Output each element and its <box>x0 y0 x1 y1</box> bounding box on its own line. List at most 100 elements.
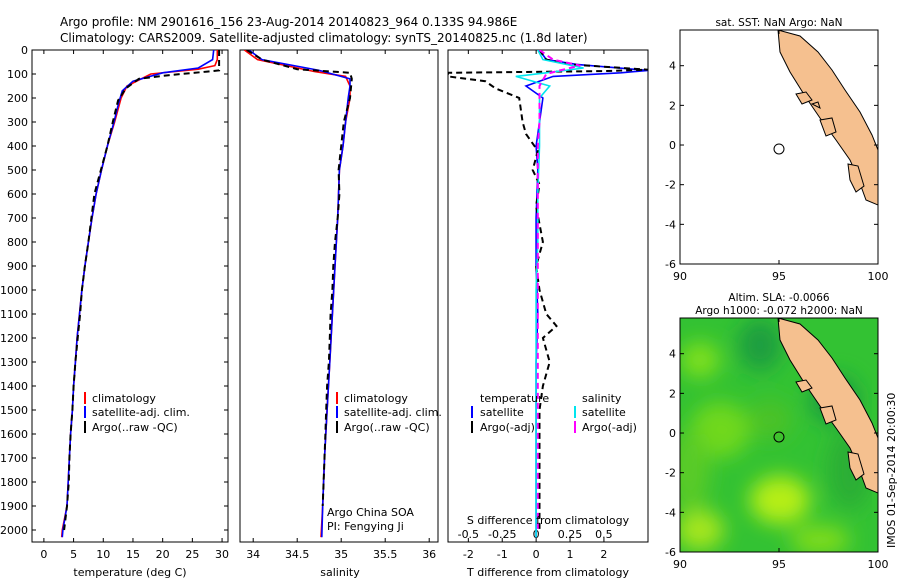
map-x-tick-label: 90 <box>673 270 687 283</box>
sst-map-land <box>777 30 878 206</box>
y-tick-label: 1900 <box>0 500 28 513</box>
difference-panel: -2 -1 0 1 2 -0.5 -0.25 0 0.25 0.5 T difference f… <box>447 49 649 579</box>
legend-label-t-satellite: satellite <box>480 406 524 419</box>
legend-label-argo: Argo(..raw -QC) <box>344 421 430 434</box>
series-line <box>515 50 584 538</box>
legend-label-s-satellite: satellite <box>582 406 626 419</box>
y-tick-label: 1100 <box>0 308 28 321</box>
legend-label-satellite: satellite-adj. clim. <box>344 406 442 419</box>
simeulue-island <box>795 379 813 393</box>
x-tick-label: 15 <box>126 548 140 561</box>
legend-label-climatology: climatology <box>344 392 408 405</box>
temperature-panel: 0100200300400500600700800900100011001200… <box>0 44 648 579</box>
s-tick-label: 0.5 <box>595 528 613 541</box>
s-tick-label: 0.25 <box>558 528 583 541</box>
y-tick-label: 500 <box>7 164 28 177</box>
map-y-tick-label: 4 <box>669 348 676 361</box>
y-tick-label: 100 <box>7 68 28 81</box>
siberut-island <box>847 163 865 193</box>
nias-island <box>819 405 837 425</box>
x-tick-label: 34 <box>246 548 260 561</box>
y-tick-label: 800 <box>7 236 28 249</box>
pi-label: PI: Fengying Ji <box>327 520 404 533</box>
map-x-tick-label: 90 <box>673 558 687 571</box>
sst-map-panel: sat. SST: NaN Argo: NaN 90 95 100 4 2 0 -2 -4 -6 <box>665 17 888 283</box>
map-y-tick-label: -4 <box>665 506 676 519</box>
y-tick-label: 1300 <box>0 356 28 369</box>
x-tick-label: 35.5 <box>373 548 398 561</box>
temperature-axes <box>31 49 229 543</box>
sla-map-field <box>680 318 878 552</box>
y-tick-label: 900 <box>7 260 28 273</box>
x-tick-label: 25 <box>185 548 199 561</box>
difference-xlabel: T difference from climatology <box>466 566 629 579</box>
x-tick-label: 35 <box>334 548 348 561</box>
map-y-tick-label: 4 <box>669 60 676 73</box>
x-tick-label: 2 <box>600 548 607 561</box>
argo-position-marker <box>773 143 785 155</box>
sla-map-axes: 90 95 100 4 2 0 -2 -4 -6 <box>665 318 889 571</box>
siberut-island <box>847 451 865 481</box>
x-tick-label: 0 <box>40 548 47 561</box>
temperature-lines <box>60 50 221 538</box>
y-tick-label: 600 <box>7 188 28 201</box>
x-tick-label: 36 <box>422 548 436 561</box>
map-y-tick-label: -6 <box>665 258 676 271</box>
series-line <box>448 50 648 530</box>
map-x-tick-label: 95 <box>772 558 786 571</box>
map-y-tick-label: -2 <box>665 179 676 192</box>
sla-map-title: Altim. SLA: -0.0066 <box>728 292 830 304</box>
salinity-axes <box>239 49 439 543</box>
y-tick-label: 700 <box>7 212 28 225</box>
x-tick-label: -2 <box>463 548 474 561</box>
sumatra-landmass <box>777 318 878 494</box>
map-y-tick-label: 0 <box>669 139 676 152</box>
y-tick-label: 1200 <box>0 332 28 345</box>
sumatra-landmass <box>777 30 878 206</box>
x-tick-label: 34.5 <box>285 548 310 561</box>
temperature-legend: climatology satellite-adj. clim. Argo(..… <box>84 392 190 434</box>
y-tick-label: 200 <box>7 92 28 105</box>
x-tick-label: 0 <box>533 548 540 561</box>
sst-map-axes: 90 95 100 4 2 0 -2 -4 -6 <box>665 30 889 283</box>
map-y-tick-label: -6 <box>665 546 676 559</box>
y-tick-label: 1000 <box>0 284 28 297</box>
map-y-tick-label: 2 <box>669 387 676 400</box>
small-island <box>810 101 821 109</box>
s-tick-label: -0.5 <box>458 528 479 541</box>
y-tick-label: 1400 <box>0 380 28 393</box>
x-tick-label: 5 <box>70 548 77 561</box>
difference-axes <box>447 49 649 543</box>
salinity-panel: 34 34.5 35 35.5 36 salinity climatology sate… <box>239 49 442 579</box>
simeulue-island <box>795 91 813 105</box>
y-tick-label: 1500 <box>0 404 28 417</box>
figure-title-line1: Argo profile: NM 2901616_156 23-Aug-2014… <box>60 15 517 29</box>
temperature-x-axis: 0 5 10 15 20 25 30 <box>40 50 229 561</box>
legend-label-argo: Argo(..raw -QC) <box>92 421 178 434</box>
salinity-x-axis: 34 34.5 35 35.5 36 <box>246 50 436 561</box>
y-tick-label: 0 <box>21 44 28 57</box>
legend-label-satellite: satellite-adj. clim. <box>92 406 190 419</box>
salinity-legend: climatology satellite-adj. clim. Argo(..… <box>336 392 442 434</box>
map-x-tick-label: 95 <box>772 270 786 283</box>
y-tick-label: 1800 <box>0 476 28 489</box>
difference-lines <box>448 50 648 538</box>
map-y-tick-label: -2 <box>665 467 676 480</box>
y-tick-label: 1600 <box>0 428 28 441</box>
imos-timestamp: IMOS 01-Sep-2014 20:00:30 <box>885 393 898 548</box>
sst-map-title: sat. SST: NaN Argo: NaN <box>715 17 842 29</box>
y-tick-label: 300 <box>7 116 28 129</box>
legend-title-salinity: salinity <box>582 392 622 405</box>
temperature-xlabel: temperature (deg C) <box>73 566 186 579</box>
series-line <box>61 50 215 538</box>
series-line <box>63 50 221 531</box>
salinity-xlabel: salinity <box>320 566 360 579</box>
x-tick-label: 20 <box>156 548 170 561</box>
nias-island <box>819 117 837 137</box>
y-tick-label: 1700 <box>0 452 28 465</box>
legend-label-s-argo: Argo(-adj) <box>582 421 637 434</box>
sla-map-panel: Altim. SLA: -0.0066 Argo h1000: -0.072 h… <box>665 292 888 571</box>
x-tick-label: 10 <box>96 548 110 561</box>
map-y-tick-label: 2 <box>669 99 676 112</box>
